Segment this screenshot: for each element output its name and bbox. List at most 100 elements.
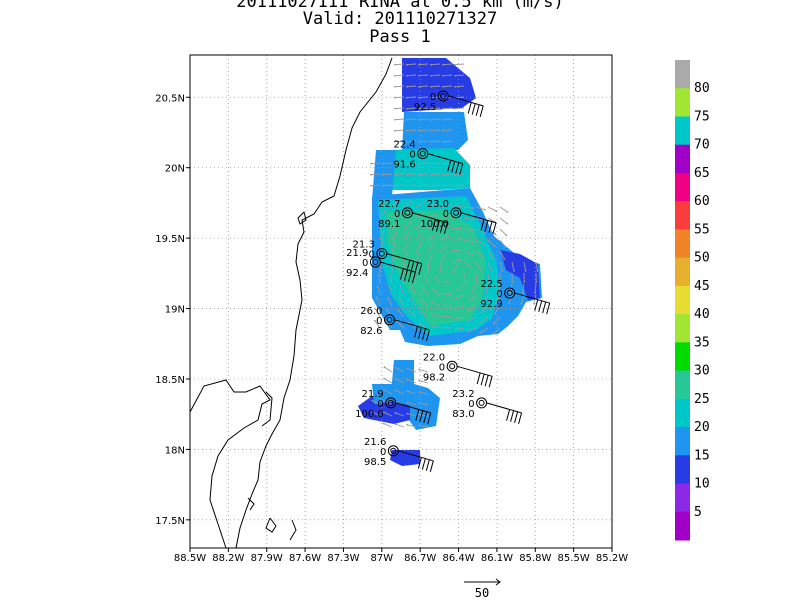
wind-vector-head [501, 269, 504, 272]
station-marker [369, 256, 381, 268]
wind-vector [454, 96, 465, 99]
wind-vector [442, 184, 453, 187]
station-top-label: 22.5 [480, 279, 502, 290]
wind-vector [451, 249, 461, 252]
colorbar-segment [675, 201, 690, 230]
wind-vector-head [493, 245, 496, 248]
wind-vector-head [394, 173, 396, 176]
wind-vector [463, 272, 467, 282]
wind-vector [379, 221, 386, 230]
wind-vector-head [418, 85, 420, 88]
wind-vector [442, 315, 453, 318]
wind-vector-head [466, 330, 469, 333]
wind-vector [475, 239, 484, 246]
wind-vector [522, 283, 525, 293]
wind-vector-head [394, 129, 396, 132]
wind-vector-head [406, 390, 409, 393]
wind-vector [442, 85, 453, 88]
wind-vector [442, 327, 453, 329]
wind-vector-head [442, 107, 444, 110]
wind-vector [430, 85, 441, 88]
wind-vector [463, 261, 472, 268]
wind-vector [418, 96, 429, 99]
wind-vector [382, 173, 393, 176]
colorbar-segment [675, 229, 690, 259]
wind-vector [406, 162, 417, 165]
station-marker [376, 248, 388, 260]
wind-vector [442, 162, 453, 165]
wind-vector [442, 173, 453, 176]
station-marker [387, 445, 399, 457]
wind-vector [394, 118, 405, 121]
barb-feather [429, 460, 434, 472]
barb-feather [534, 299, 539, 311]
barb-feather [479, 105, 484, 117]
wind-vector [443, 293, 453, 296]
lon-tick-label: 85.2W [596, 553, 628, 564]
wind-vector-head [394, 162, 396, 165]
wind-vector-head [418, 129, 420, 132]
wind-vector [383, 389, 393, 395]
barb-feather [546, 302, 551, 315]
wind-vector-head [419, 311, 422, 314]
map-border [189, 54, 613, 549]
station-mid-label: 0 [362, 258, 368, 269]
wind-vector-head [399, 285, 402, 288]
barb-shaft [412, 212, 448, 224]
wind-vector [419, 424, 429, 428]
wind-vector-head [430, 324, 433, 327]
wind-vector [523, 261, 527, 271]
wind-vector-head [397, 199, 400, 202]
wind-vector-head [442, 85, 444, 88]
axis-tick-labels: 88.5W 88.2W 87.9W 87.6W 87.3W 87W 86.7W 86.4W 86… [155, 93, 628, 564]
station-marker-inner [372, 259, 379, 266]
wind-vector [430, 118, 441, 121]
wind-vector-head [422, 212, 425, 214]
wind-vector [481, 305, 489, 313]
wind-vector [475, 206, 485, 211]
barb-shaft [394, 319, 430, 331]
wind-vector [375, 308, 381, 318]
wind-vector-head [506, 211, 509, 213]
station-marker-inner [452, 209, 459, 216]
wind-vector [431, 325, 441, 329]
lon-tick-label: 87.3W [327, 553, 359, 564]
wind-vector [383, 423, 393, 428]
wind-vector-head [420, 299, 423, 301]
wind-vector-head [371, 410, 373, 413]
wind-vector-head [430, 74, 432, 77]
wind-vector-head [394, 118, 396, 121]
wind-vector-head [406, 140, 408, 143]
colorbar-segment [675, 427, 690, 456]
barb-feather [414, 326, 418, 338]
wind-vector [422, 287, 429, 296]
wind-vector [391, 253, 395, 263]
wind-vector-head [380, 252, 383, 255]
wind-vector [487, 206, 497, 212]
wind-vector [406, 173, 417, 176]
wind-vector [487, 261, 492, 271]
wind-vector [418, 85, 429, 88]
wind-vector-head [523, 281, 526, 283]
wind-vector-head [406, 74, 408, 77]
wind-vector [535, 261, 538, 271]
wind-vector-head [421, 222, 424, 225]
station-marker [417, 148, 429, 160]
wind-vector [427, 263, 430, 274]
wind-vector [382, 162, 393, 165]
wind-vector-head [406, 107, 408, 110]
barb-feather [451, 161, 456, 173]
barb-feather [488, 376, 493, 388]
wind-vector-head [475, 281, 478, 283]
wind-vector [370, 162, 381, 165]
wind-vector-head [471, 229, 474, 232]
barb-feather [542, 301, 547, 314]
wind-vector [451, 238, 462, 241]
wind-vector-head [442, 129, 444, 132]
wind-vector-head [442, 74, 444, 77]
wind-vector [442, 107, 453, 110]
lat-tick-label: 18.5N [155, 375, 185, 386]
wind-vector [430, 140, 441, 143]
barb-shaft [427, 153, 463, 165]
wind-vector-head [418, 63, 420, 66]
